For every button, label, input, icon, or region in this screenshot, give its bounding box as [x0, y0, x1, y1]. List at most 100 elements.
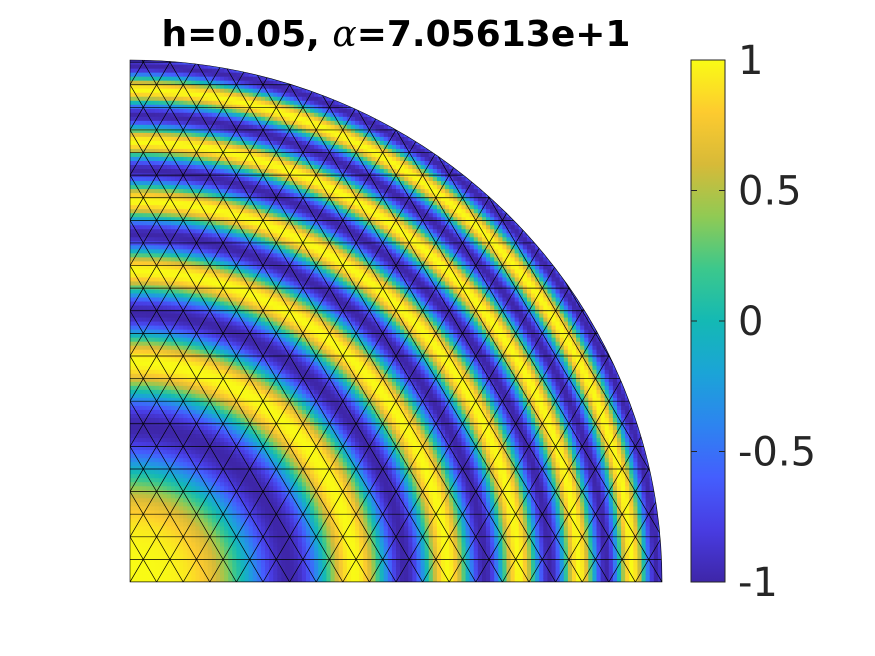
field-cell — [281, 100, 287, 105]
field-cell — [211, 517, 217, 523]
field-cell — [244, 569, 250, 575]
field-cell — [203, 220, 209, 226]
field-cell — [224, 64, 229, 69]
field-cell — [187, 180, 192, 186]
field-cell — [252, 136, 258, 141]
field-cell — [191, 112, 197, 117]
field-cell — [187, 264, 192, 270]
field-cell — [207, 393, 213, 398]
field-cell — [166, 497, 172, 503]
field-cell — [166, 236, 172, 242]
field-cell — [179, 136, 184, 141]
field-cell — [232, 172, 237, 178]
field-cell — [142, 369, 147, 374]
field-cell — [281, 296, 287, 302]
field-cell — [224, 445, 229, 451]
field-cell — [207, 236, 213, 242]
field-cell — [138, 337, 143, 342]
field-cell — [150, 457, 156, 463]
field-cell — [207, 537, 213, 543]
field-cell — [252, 545, 258, 551]
field-cell — [199, 68, 205, 73]
field-cell — [154, 345, 160, 350]
field-cell — [273, 168, 278, 174]
field-cell — [240, 88, 246, 93]
field-cell — [215, 509, 221, 515]
field-cell — [179, 341, 184, 346]
field-cell — [224, 308, 229, 314]
field-cell — [166, 264, 172, 270]
field-cell — [236, 156, 242, 161]
field-cell — [252, 200, 258, 206]
field-cell — [285, 529, 291, 535]
field-cell — [146, 373, 152, 378]
field-cell — [248, 200, 254, 206]
field-cell — [248, 461, 254, 467]
field-cell — [260, 304, 266, 310]
field-cell — [203, 337, 209, 342]
field-cell — [265, 485, 270, 491]
field-cell — [130, 228, 135, 234]
field-cell — [154, 180, 160, 186]
field-cell — [224, 513, 229, 519]
field-cell — [252, 397, 258, 402]
field-cell — [256, 441, 262, 447]
field-cell — [158, 232, 164, 238]
field-cell — [256, 385, 262, 390]
field-cell — [134, 497, 139, 503]
field-cell — [134, 501, 139, 507]
field-cell — [273, 505, 278, 511]
field-cell — [199, 497, 205, 503]
field-cell — [248, 252, 254, 258]
field-cell — [269, 180, 274, 186]
field-cell — [236, 469, 242, 475]
field-cell — [175, 333, 180, 338]
field-cell — [277, 525, 283, 531]
field-cell — [142, 132, 147, 137]
field-cell — [240, 445, 246, 451]
field-cell — [260, 256, 266, 262]
field-cell — [191, 88, 197, 93]
field-cell — [277, 84, 283, 89]
field-cell — [187, 272, 192, 278]
field-cell — [150, 577, 156, 582]
field-cell — [232, 292, 237, 298]
field-cell — [146, 156, 152, 161]
field-cell — [207, 441, 213, 447]
field-cell — [199, 469, 205, 475]
field-cell — [195, 96, 201, 101]
field-cell — [158, 569, 164, 575]
field-cell — [240, 280, 246, 286]
field-cell — [203, 232, 209, 238]
field-cell — [158, 184, 164, 190]
field-cell — [260, 453, 266, 459]
field-cell — [215, 445, 221, 451]
field-cell — [244, 168, 250, 174]
field-cell — [232, 325, 237, 330]
field-cell — [187, 537, 192, 543]
field-cell — [265, 405, 270, 410]
field-cell — [215, 561, 221, 567]
field-cell — [260, 168, 266, 174]
field-cell — [244, 397, 250, 402]
field-cell — [269, 216, 274, 222]
field-cell — [154, 357, 160, 362]
field-cell — [228, 232, 233, 238]
field-cell — [273, 405, 278, 410]
field-cell — [269, 353, 274, 358]
field-cell — [195, 112, 201, 117]
field-cell — [224, 469, 229, 475]
field-cell — [260, 216, 266, 222]
field-cell — [170, 393, 176, 398]
field-cell — [170, 429, 176, 435]
field-cell — [269, 276, 274, 282]
field-cell — [240, 164, 246, 170]
field-cell — [195, 577, 201, 582]
field-cell — [207, 453, 213, 459]
field-cell — [130, 276, 135, 282]
field-cell — [244, 224, 250, 230]
field-cell — [236, 300, 242, 306]
field-cell — [146, 180, 152, 186]
field-cell — [179, 389, 184, 394]
field-cell — [154, 292, 160, 298]
